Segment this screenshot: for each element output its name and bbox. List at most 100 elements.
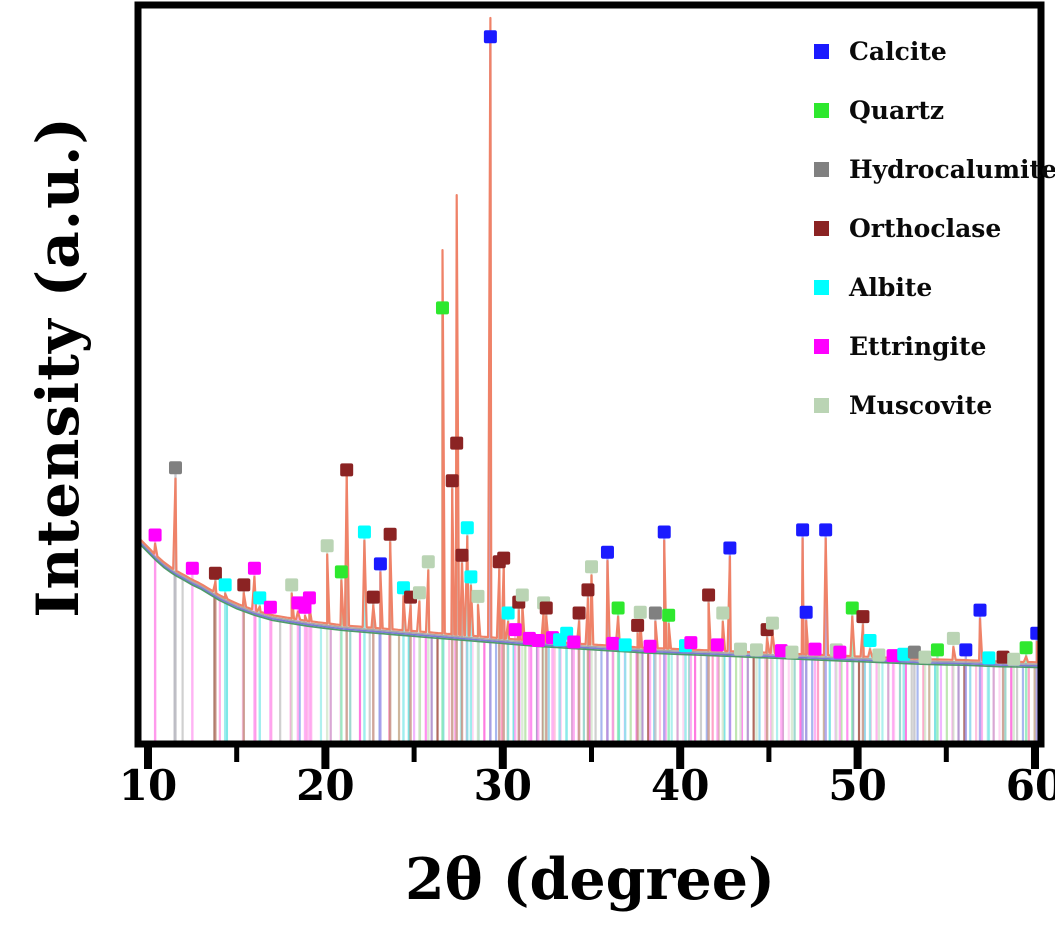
legend-label: Muscovite	[849, 391, 993, 420]
marker-calcite	[657, 525, 671, 539]
marker-muscovite	[320, 539, 334, 553]
marker-muscovite	[633, 605, 647, 619]
marker-ettringite	[808, 642, 822, 656]
legend-swatch-calcite	[814, 44, 829, 59]
marker-orthoclase	[856, 610, 870, 624]
marker-orthoclase	[450, 436, 464, 450]
legend-swatch-albite	[814, 280, 829, 295]
marker-hydrocalumite	[648, 606, 662, 620]
marker-albite	[253, 591, 267, 605]
legend-item-calcite: Calcite	[814, 22, 1055, 81]
marker-albite	[460, 521, 474, 535]
marker-calcite	[799, 605, 813, 619]
marker-hydrocalumite	[168, 461, 182, 475]
x-tick-label: 10	[119, 761, 177, 810]
marker-ettringite	[833, 645, 847, 659]
marker-ettringite	[643, 639, 657, 653]
marker-muscovite	[585, 560, 598, 574]
legend-swatch-hydrocalumite	[814, 162, 829, 177]
marker-quartz	[334, 565, 348, 579]
marker-muscovite	[785, 645, 799, 659]
marker-calcite	[600, 545, 614, 559]
legend-swatch-ettringite	[814, 339, 829, 354]
legend-item-muscovite: Muscovite	[814, 376, 1055, 435]
marker-muscovite	[872, 648, 886, 662]
marker-quartz	[662, 608, 676, 622]
legend-item-ettringite: Ettringite	[814, 317, 1055, 376]
marker-ettringite	[710, 638, 724, 652]
legend-item-quartz: Quartz	[814, 81, 1055, 140]
marker-ettringite	[302, 591, 316, 605]
legend-label: Albite	[849, 273, 933, 302]
marker-ettringite	[263, 600, 277, 614]
legend-swatch-quartz	[814, 103, 829, 118]
marker-quartz	[845, 601, 859, 615]
legend-item-hydrocalumite: Hydrocalumite	[814, 140, 1055, 199]
marker-ettringite	[774, 644, 788, 658]
marker-albite	[982, 651, 996, 665]
y-axis-title: Intensity (a.u.)	[24, 116, 92, 618]
marker-ettringite	[886, 649, 900, 663]
marker-calcite	[796, 523, 810, 537]
marker-orthoclase	[445, 474, 459, 488]
marker-hydrocalumite	[907, 645, 921, 659]
legend-label: Ettringite	[849, 332, 987, 361]
marker-orthoclase	[497, 551, 511, 565]
legend-label: Quartz	[849, 96, 945, 125]
marker-ettringite	[185, 561, 199, 575]
marker-muscovite	[412, 586, 426, 600]
marker-muscovite	[765, 616, 779, 630]
marker-quartz	[435, 301, 449, 315]
marker-muscovite	[1007, 652, 1021, 666]
marker-muscovite	[918, 650, 932, 664]
marker-orthoclase	[996, 650, 1010, 664]
marker-muscovite	[285, 578, 299, 592]
marker-muscovite	[946, 631, 960, 645]
companion-curve	[141, 544, 1039, 669]
marker-albite	[618, 638, 632, 652]
marker-calcite	[1030, 626, 1039, 640]
marker-ettringite	[247, 561, 261, 575]
marker-albite	[218, 578, 232, 592]
legend-label: Orthoclase	[849, 214, 1002, 243]
marker-orthoclase	[581, 583, 595, 597]
marker-orthoclase	[237, 578, 251, 592]
marker-muscovite	[749, 643, 763, 657]
x-tick-label: 20	[296, 761, 354, 810]
marker-calcite	[819, 523, 833, 537]
marker-calcite	[973, 603, 987, 617]
marker-orthoclase	[366, 590, 380, 604]
legend-swatch-orthoclase	[814, 221, 829, 236]
marker-albite	[357, 525, 371, 539]
legend-item-orthoclase: Orthoclase	[814, 199, 1055, 258]
legend: Calcite Quartz Hydrocalumite Orthoclase Albi…	[814, 22, 1055, 435]
plot-frame	[134, 1, 1045, 748]
marker-calcite	[373, 557, 387, 571]
xrd-curve	[141, 16, 1039, 664]
x-tick-label: 50	[828, 761, 886, 810]
marker-albite	[464, 570, 478, 584]
marker-ettringite	[567, 635, 581, 649]
x-tick-label: 60	[1006, 761, 1055, 810]
marker-orthoclase	[631, 618, 645, 632]
marker-muscovite	[421, 555, 435, 569]
x-axis-title: 2θ (degree)	[405, 846, 775, 913]
marker-calcite	[723, 541, 737, 555]
marker-albite	[897, 647, 911, 661]
marker-albite	[501, 606, 515, 620]
marker-quartz	[1019, 641, 1033, 655]
marker-ettringite	[148, 528, 162, 542]
marker-orthoclase	[702, 588, 716, 602]
marker-ettringite	[684, 636, 698, 650]
marker-muscovite	[734, 642, 748, 656]
legend-item-albite: Albite	[814, 258, 1055, 317]
x-tick-label: 30	[474, 761, 532, 810]
marker-muscovite	[471, 589, 485, 603]
marker-quartz	[611, 601, 625, 615]
marker-quartz	[930, 643, 944, 657]
marker-orthoclase	[455, 548, 469, 562]
marker-calcite	[483, 30, 497, 44]
marker-albite	[863, 634, 877, 648]
